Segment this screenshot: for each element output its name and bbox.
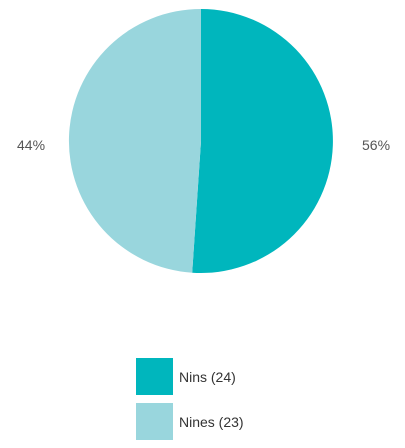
pct-label-nines: 44% bbox=[17, 137, 45, 153]
pct-label-nins: 56% bbox=[362, 137, 390, 153]
pie-slice-nines[interactable] bbox=[68, 8, 201, 273]
legend-swatch-nins bbox=[136, 358, 173, 395]
legend-item-nines[interactable]: Nines (23) bbox=[136, 403, 244, 440]
legend-swatch-nines bbox=[136, 403, 173, 440]
pie-slice-nins[interactable] bbox=[192, 9, 333, 273]
pie-chart: 44% 56% bbox=[17, 8, 390, 273]
legend: Nins (24) Nines (23) bbox=[136, 358, 244, 448]
legend-label-nins: Nins (24) bbox=[179, 368, 236, 385]
legend-label-nines: Nines (23) bbox=[179, 413, 244, 430]
legend-item-nins[interactable]: Nins (24) bbox=[136, 358, 244, 395]
